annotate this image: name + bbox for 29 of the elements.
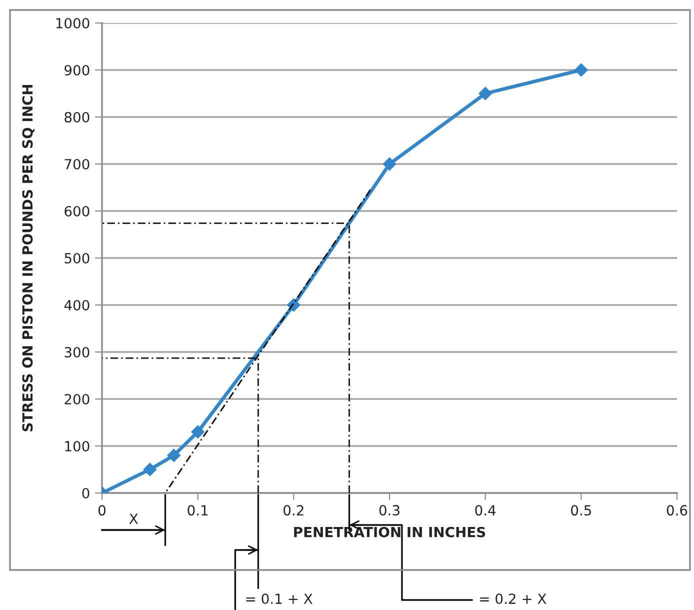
point — [167, 448, 180, 462]
text: = 0.1 + X — [246, 594, 312, 604]
x-tick-label: 0.1 — [188, 505, 208, 516]
x-tick-label: 0.5 — [571, 505, 591, 516]
point — [382, 157, 396, 171]
x-tick-label: 0.3 — [379, 505, 400, 516]
x-tick-label: 0.4 — [475, 505, 496, 516]
y-tick-label: 800 — [64, 112, 90, 122]
point — [143, 462, 157, 476]
text: X — [129, 514, 138, 524]
x-axis-title: PENETRATION IN INCHES — [294, 526, 486, 538]
y-tick-label: 400 — [64, 300, 90, 310]
x-tick-label: 0.2 — [284, 505, 304, 516]
y-axis-title: STRESS ON PISTON IN POUNDS PER SQ INCH — [22, 84, 35, 432]
y-tick-label: 100 — [65, 440, 90, 452]
y-tick-label: 200 — [64, 394, 90, 404]
x-tick-label: 0 — [98, 505, 106, 516]
y-tick-label: 700 — [64, 158, 90, 170]
point — [191, 425, 204, 438]
y-tick-label: 1000 — [56, 18, 90, 28]
x-tick-label: 0.6 — [666, 505, 688, 516]
point — [478, 86, 492, 100]
y-tick-label: 500 — [64, 252, 90, 264]
y-tick-label: 600 — [64, 206, 90, 216]
y-tick-label: 900 — [64, 64, 90, 76]
point — [574, 63, 588, 77]
y-tick-label: 0 — [82, 488, 90, 498]
text: = 0.2 + X — [480, 594, 546, 604]
y-tick-label: 300 — [64, 346, 90, 358]
